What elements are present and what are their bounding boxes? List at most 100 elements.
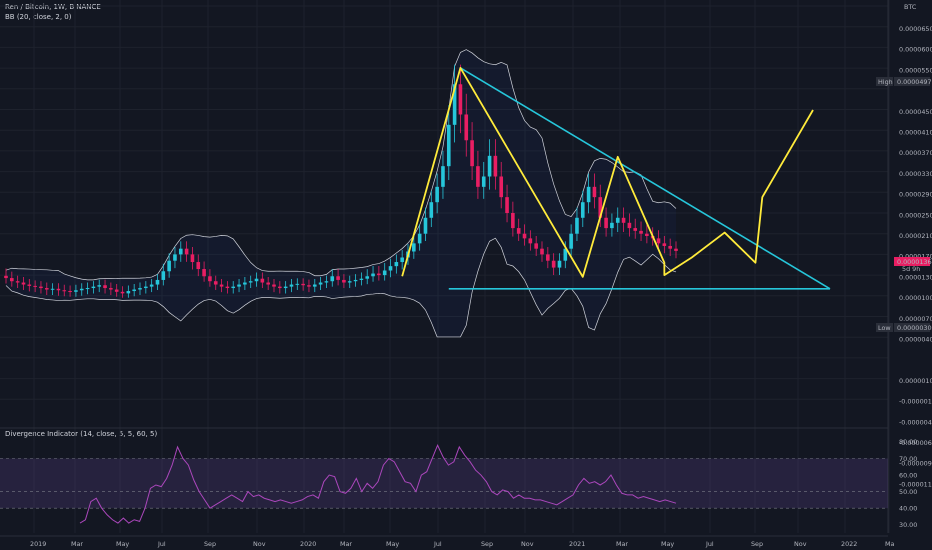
- candle-body: [50, 288, 55, 290]
- candle: [312, 279, 317, 293]
- low-badge-tag: [876, 323, 893, 332]
- candle: [114, 283, 119, 297]
- candle-body: [272, 284, 276, 287]
- candle-body: [557, 260, 562, 268]
- candle: [231, 281, 236, 294]
- candle: [522, 224, 527, 246]
- low-badge: Low 0.00000309: [876, 323, 932, 332]
- candle-body: [417, 233, 422, 244]
- candle: [149, 279, 154, 293]
- candle: [540, 241, 544, 262]
- candle-body: [487, 155, 492, 177]
- time-tick-label: Mar: [71, 540, 83, 548]
- candle-body: [336, 276, 340, 280]
- candle: [219, 279, 224, 293]
- high-badge-value-box: [894, 77, 930, 86]
- candle-body: [295, 283, 300, 285]
- time-tick-label: Ma: [885, 540, 895, 548]
- time-tick-label: 2019: [30, 540, 46, 548]
- candle: [481, 161, 486, 199]
- candle: [68, 285, 72, 297]
- candle: [429, 190, 434, 228]
- candle-body: [155, 279, 160, 285]
- time-tick-label: Jul: [157, 540, 166, 548]
- candle: [144, 281, 148, 294]
- candle-body: [231, 286, 236, 289]
- candle: [184, 241, 189, 262]
- candle-body: [551, 260, 556, 268]
- time-tick-label: May: [386, 540, 399, 548]
- high-badge: High 0.00004975: [876, 77, 932, 86]
- candle: [15, 275, 20, 288]
- low-badge-text: Low: [878, 324, 891, 332]
- time-tick-label: Sep: [481, 540, 493, 548]
- candle: [272, 279, 276, 293]
- candle: [359, 272, 364, 286]
- candle-body: [120, 291, 125, 294]
- candle: [74, 284, 78, 297]
- candle-body: [126, 291, 131, 294]
- projection-path: [401, 66, 814, 278]
- candle-body: [347, 281, 352, 283]
- candle: [388, 258, 393, 278]
- candle-body: [458, 84, 463, 115]
- candle-body: [621, 217, 626, 223]
- candle-body: [394, 262, 399, 267]
- candle-body: [85, 288, 90, 290]
- candle-body: [580, 202, 585, 218]
- candle: [21, 276, 26, 291]
- price-tick-label: -0.00001170: [899, 480, 932, 488]
- price-tick-label: -0.00000150: [899, 398, 932, 406]
- candle-body: [633, 228, 638, 231]
- candle-body: [10, 278, 14, 282]
- candle: [382, 262, 387, 281]
- candle-body: [324, 281, 329, 283]
- candle: [627, 213, 632, 237]
- candle-body: [219, 284, 224, 287]
- candle: [120, 286, 125, 298]
- candle-body: [213, 281, 218, 285]
- low-badge-value: 0.00000309: [897, 324, 932, 332]
- candle-body: [516, 228, 521, 234]
- candle: [39, 281, 43, 294]
- candle-body: [435, 186, 439, 203]
- candle-body: [283, 286, 288, 289]
- candle-body: [132, 289, 136, 292]
- candle: [499, 161, 504, 209]
- candle: [365, 269, 370, 285]
- candle: [283, 281, 288, 294]
- candle: [633, 218, 638, 239]
- candle: [44, 282, 49, 295]
- candle-body: [499, 176, 504, 198]
- triangle-pattern: [448, 67, 831, 290]
- candle: [289, 279, 294, 293]
- oscillator-tick-label: 40.00: [899, 504, 917, 512]
- candle-body: [668, 245, 672, 249]
- candle: [161, 263, 166, 286]
- candle: [546, 247, 550, 269]
- oscillator-tick-label: 30.00: [899, 521, 917, 529]
- candle-body: [481, 176, 486, 187]
- divergence-indicator-label: Divergence Indicator (14, close, 5, 5, 6…: [5, 430, 158, 438]
- candle-body: [278, 286, 282, 289]
- time-tick-label: 2020: [300, 540, 316, 548]
- candle-body: [62, 290, 67, 292]
- candle-body: [371, 273, 375, 277]
- candle-body: [540, 248, 544, 255]
- candle: [417, 224, 422, 251]
- candle-body: [33, 285, 37, 287]
- candle-body: [464, 114, 469, 141]
- candle-body: [604, 217, 608, 229]
- time-tick-label: Mar: [340, 540, 352, 548]
- time-tick-label: Sep: [751, 540, 763, 548]
- bollinger-upper: [5, 49, 677, 281]
- currency-label: BTC: [904, 3, 917, 11]
- candle: [237, 279, 241, 293]
- candle-body: [161, 271, 166, 280]
- candle-body: [301, 283, 305, 286]
- candle-body: [318, 282, 323, 285]
